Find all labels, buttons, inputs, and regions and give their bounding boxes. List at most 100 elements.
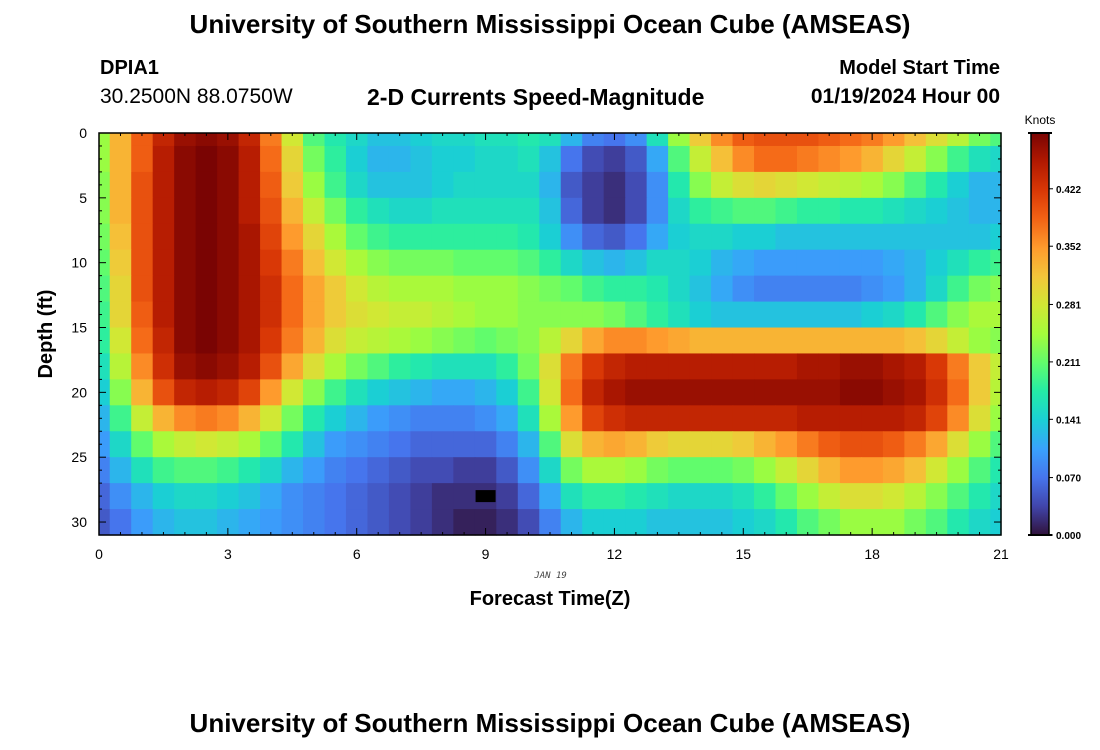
heatmap-cell [947,275,970,303]
colorbar-gradient [1030,132,1050,536]
heatmap-cell [775,431,798,458]
heatmap-cell [560,249,583,277]
heatmap-cell [668,457,691,484]
heatmap-cell [861,145,884,173]
heatmap-cell [668,353,691,380]
heatmap-cell [732,275,755,303]
heatmap-cell [668,171,691,199]
heatmap-cell [303,379,326,406]
heatmap-cell [646,509,669,536]
heatmap-cell [281,301,304,329]
heatmap-cell [582,379,605,406]
heatmap-cell [882,171,905,199]
heatmap-cell [474,457,497,484]
heatmap-cell [968,301,991,329]
heatmap-cell [303,431,326,458]
heatmap-cell [388,275,412,303]
heatmap-cell [689,431,712,458]
heatmap-cell [796,405,820,432]
heatmap-cell [324,431,347,458]
heatmap-cell [345,353,369,380]
heatmap-cell [517,275,540,303]
heatmap-cell [517,133,540,147]
heatmap-cell [646,483,669,510]
heatmap-cell [646,379,669,406]
heatmap-cell [904,171,927,199]
heatmap-cell [818,145,841,173]
heatmap-cell [646,431,669,458]
heatmap-cell [968,483,991,510]
heatmap-cell [367,145,390,173]
heatmap-cell [947,405,970,432]
heatmap-cell [99,275,111,303]
colorbar-unit: Knots [1025,113,1056,127]
heatmap-cell [496,405,519,432]
heatmap-cell [947,353,970,380]
heatmap-cell [496,379,519,406]
heatmap-cell [109,133,132,147]
heatmap-cell [238,249,261,277]
heatmap-cell [174,133,197,147]
heatmap-cell [947,249,970,277]
heatmap-cell [281,483,304,510]
heatmap-cell [582,483,605,510]
heatmap-cell [260,171,283,199]
heatmap-cell [668,431,691,458]
heatmap-cell [238,301,261,329]
heatmap-cell [152,197,175,225]
heatmap-cell [345,249,369,277]
heatmap-cell [152,249,175,277]
heatmap-cell [925,301,948,329]
heatmap-cell [818,457,841,484]
heatmap-cell [260,275,283,303]
heatmap-cell [990,223,1002,251]
heatmap-cell [152,483,175,510]
heatmap-cell [431,249,454,277]
heatmap-cell [453,509,476,536]
heatmap-cell [882,249,905,277]
heatmap-cell [431,405,454,432]
heatmap-cell [99,457,111,484]
model-start-label: Model Start Time [839,57,1000,79]
heatmap-cell [603,405,626,432]
heatmap-cell [367,353,390,380]
heatmap-cell [453,431,476,458]
heatmap-cell [775,171,798,199]
heatmap-cell [217,353,240,380]
heatmap-cell [775,405,798,432]
heatmap-cell [560,457,583,484]
heatmap-cell [281,223,304,251]
heatmap-cell [303,483,326,510]
heatmap-cell [796,509,820,536]
heatmap-cell [625,223,648,251]
heatmap-cell [496,353,519,380]
heatmap-cell [947,301,970,329]
heatmap-cell [474,509,497,536]
heatmap-cell [453,327,476,355]
heatmap-cell [861,379,884,406]
heatmap-cell [345,275,369,303]
heatmap-cell [217,249,240,277]
heatmap-cell [689,197,712,225]
heatmap-cell [711,327,734,355]
colorbar-tick-label: 0.352 [1056,242,1081,253]
heatmap-cell [968,223,991,251]
heatmap-cell [882,457,905,484]
heatmap-cell [539,275,562,303]
y-tick-label: 15 [71,320,87,336]
heatmap-cell [410,145,433,173]
heatmap-cell [474,353,497,380]
heatmap-cell [281,379,304,406]
heatmap-cell [968,197,991,225]
heatmap-cell [560,275,583,303]
heatmap-cell [388,133,412,147]
heatmap-cell [99,353,111,380]
heatmap-cell [775,133,798,147]
heatmap-cell [925,405,948,432]
heatmap-cell [861,301,884,329]
heatmap-cell [99,301,111,329]
heatmap-cell [260,379,283,406]
heatmap-cell [925,379,948,406]
heatmap-cell [109,379,132,406]
heatmap-cell [968,133,991,147]
